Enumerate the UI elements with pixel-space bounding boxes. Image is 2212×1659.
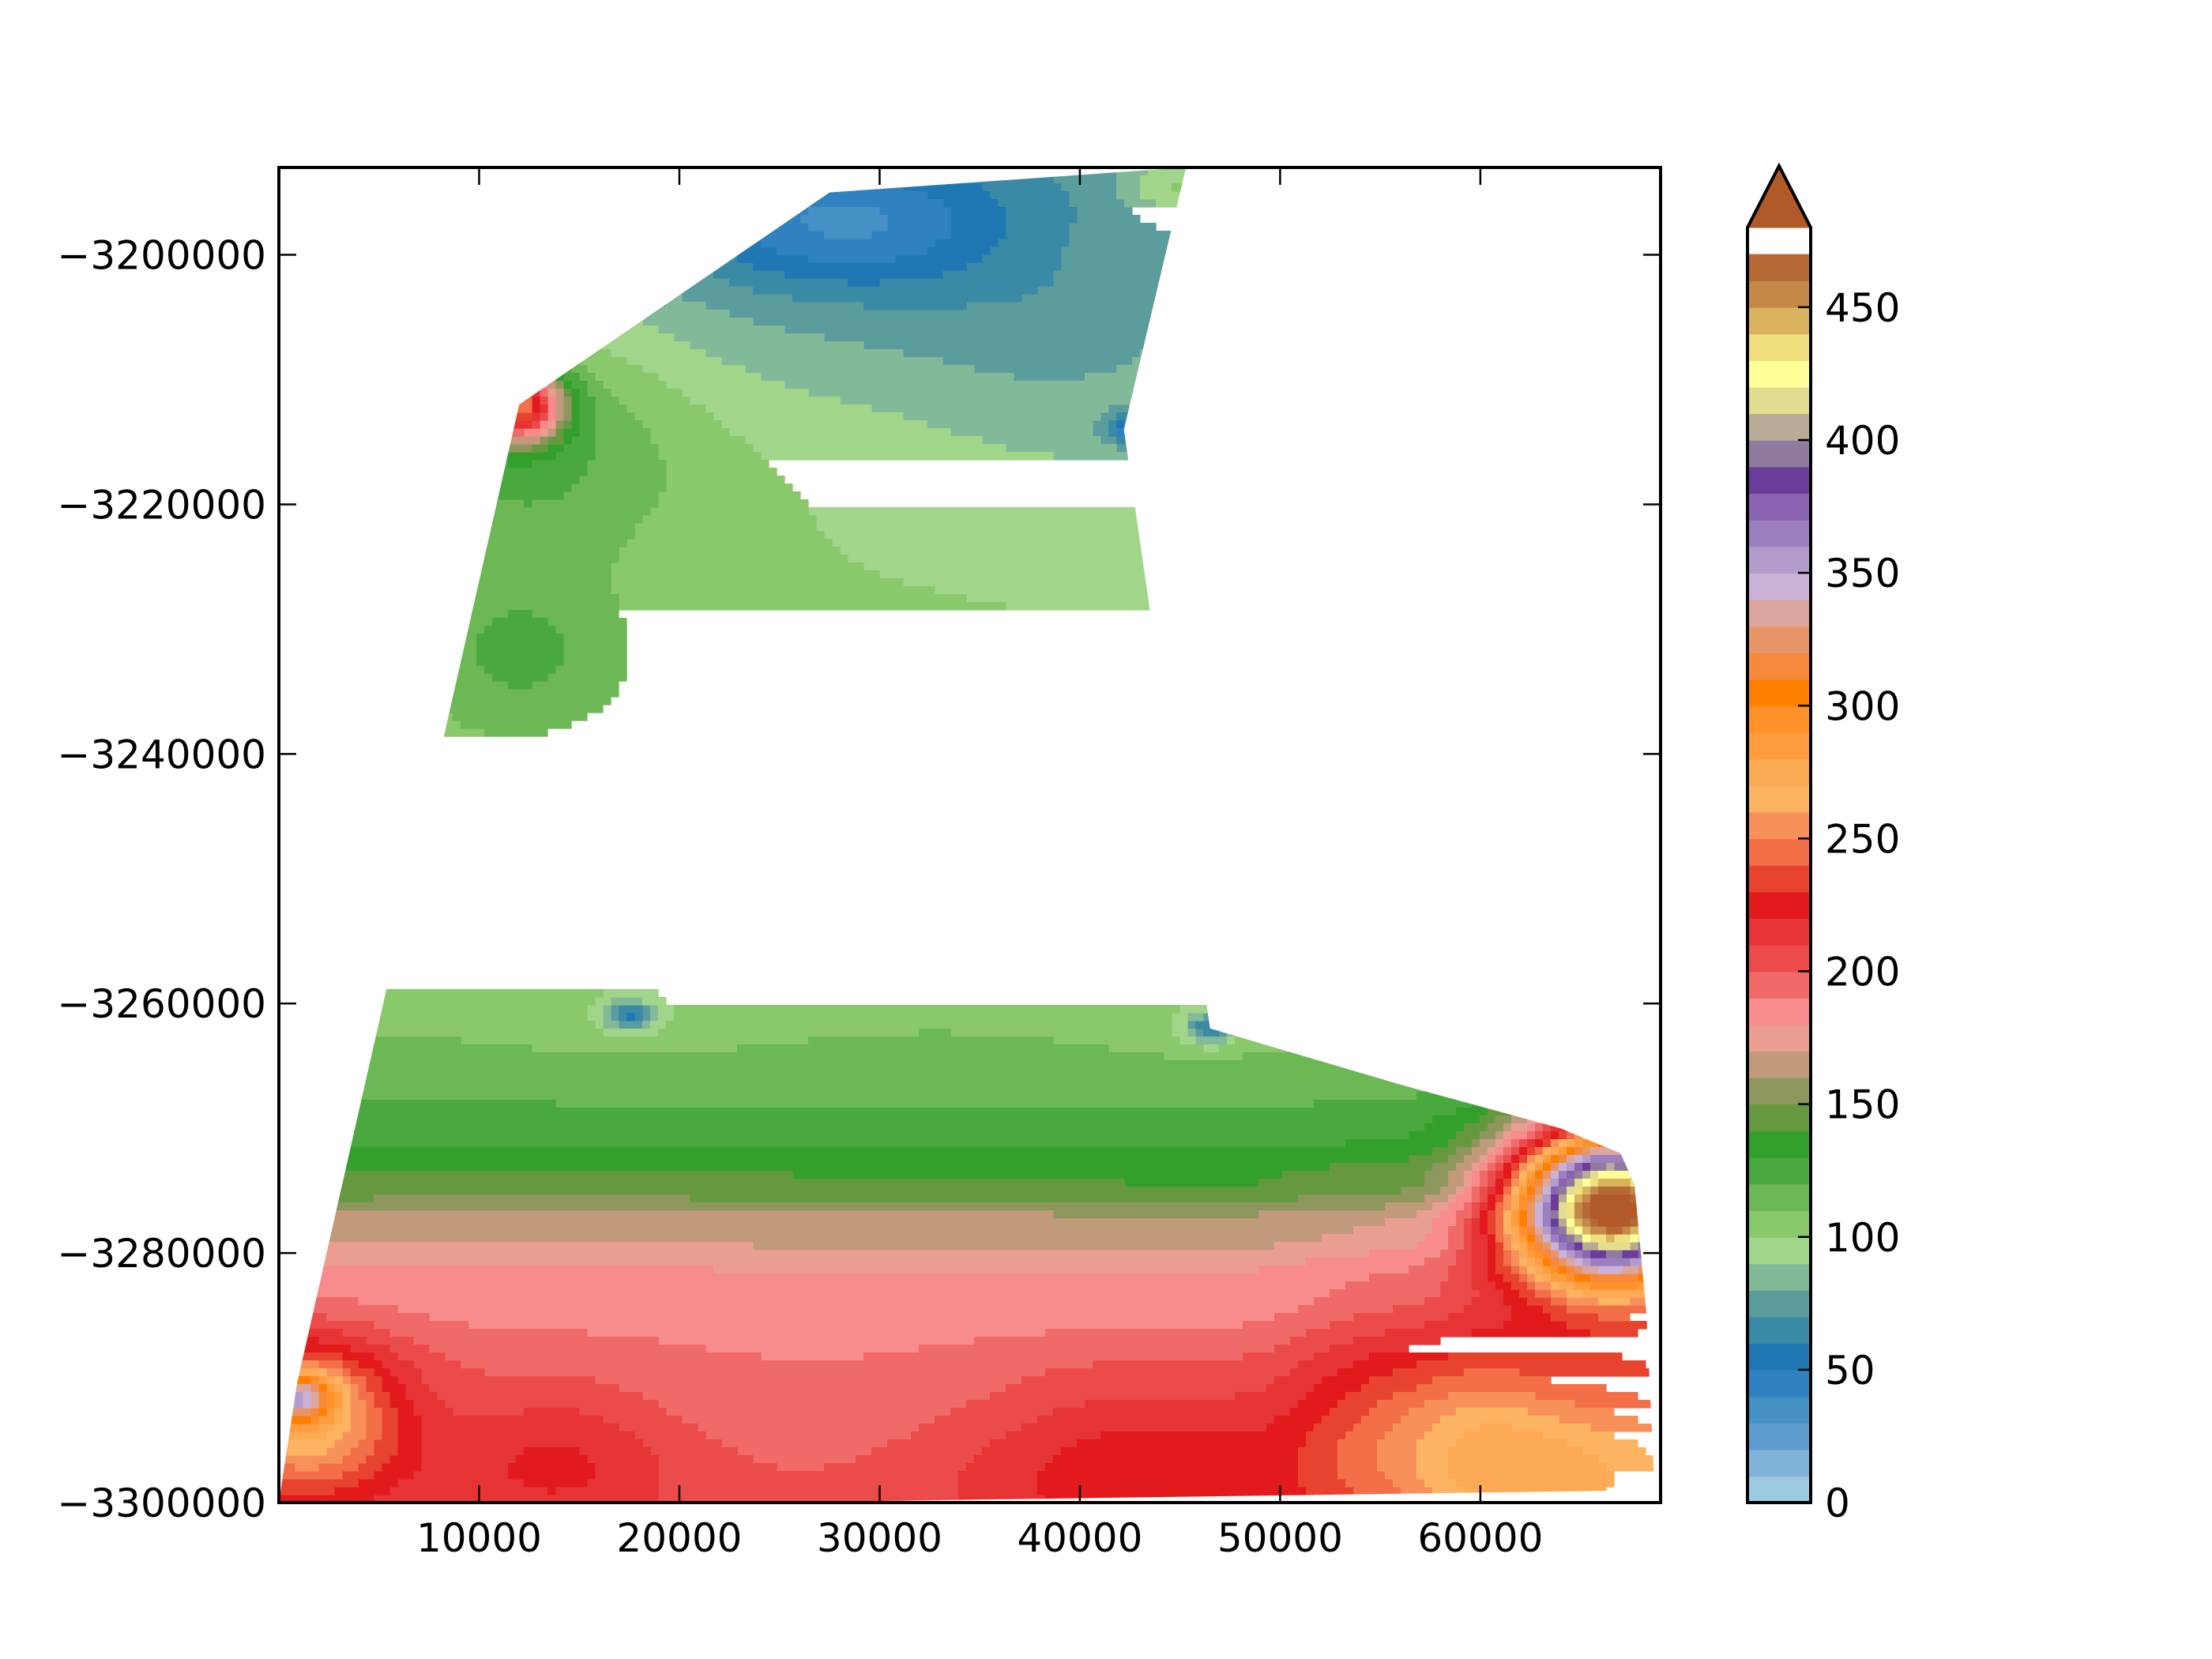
colorbar-band [1747, 280, 1811, 308]
colorbar-band [1747, 653, 1811, 680]
y-tick-label: −3200000 [57, 233, 266, 279]
x-tick-label: 10000 [416, 1515, 542, 1561]
contour-band [279, 341, 1559, 1108]
colorbar-band [1747, 386, 1811, 415]
colorbar-band [1747, 466, 1811, 495]
colorbar-band [1747, 1236, 1811, 1265]
colorbar-band [1747, 1369, 1811, 1398]
x-axis: 10000 20000 30000 40000 50000 60000 [416, 167, 1543, 1561]
colorbar-band [1747, 1343, 1811, 1371]
colorbar-tick-label: 350 [1825, 551, 1900, 596]
colorbar-tick-label: 100 [1825, 1215, 1900, 1261]
colorbar-band [1747, 732, 1811, 760]
contour-band [279, 1131, 1655, 1503]
colorbar-band [1747, 705, 1811, 733]
colorbar-tick-label: 50 [1825, 1348, 1875, 1394]
colorbar-band [1747, 546, 1811, 574]
x-tick-label: 60000 [1417, 1515, 1543, 1561]
colorbar-band [1747, 1157, 1811, 1185]
colorbar-band [1747, 1396, 1811, 1424]
colorbar-band [1747, 1104, 1811, 1132]
colorbar-band [1747, 519, 1811, 547]
colorbar-band [1747, 785, 1811, 813]
colorbar-band [1747, 1476, 1811, 1503]
colorbar-band [1747, 944, 1811, 972]
colorbar-band [1747, 360, 1811, 388]
colorbar-band [1747, 493, 1811, 521]
contour-band [745, 183, 1141, 437]
colorbar-band [1747, 679, 1811, 707]
contour-band [279, 167, 1504, 1037]
colorbar-band [1747, 573, 1811, 600]
colorbar-band [1747, 1078, 1811, 1105]
colorbar-band [1747, 599, 1811, 627]
colorbar-band [1747, 891, 1811, 920]
colorbar-band [1747, 626, 1811, 653]
colorbar-band [1747, 1210, 1811, 1238]
colorbar-band [1747, 1130, 1811, 1158]
colorbar: 0 50 100 150 200 250 300 350 400 450 [1746, 162, 1900, 1526]
colorbar-band [1747, 333, 1811, 361]
colorbar-band [1747, 307, 1811, 335]
axes-frame [277, 166, 1662, 1504]
colorbar-band [1747, 1024, 1811, 1052]
colorbar-band [1747, 1051, 1811, 1078]
colorbar-band [1747, 918, 1811, 946]
colorbar-tick-label: 400 [1825, 418, 1900, 464]
x-tick-label: 50000 [1217, 1515, 1343, 1561]
axes-border [277, 166, 1662, 1504]
colorbar-band [1747, 413, 1811, 441]
colorbar-extend-arrow [1747, 166, 1811, 228]
colorbar-band [1747, 998, 1811, 1025]
x-tick-label: 40000 [1017, 1515, 1142, 1561]
y-tick-label: −3240000 [57, 732, 266, 777]
colorbar-tick-label: 300 [1825, 683, 1900, 729]
colorbar-tick-label: 250 [1825, 816, 1900, 862]
colorbar-band [1747, 1290, 1811, 1318]
colorbar-band [1747, 1449, 1811, 1477]
contour-band [279, 1131, 1655, 1503]
colorbar-tick-label: 0 [1825, 1480, 1850, 1526]
colorbar-tick-label: 200 [1825, 950, 1900, 995]
colorbar-band [1747, 1263, 1811, 1291]
contour-band [1582, 1187, 1638, 1235]
y-axis: −3200000 −3220000 −3240000 −3260000 −3280000… [57, 233, 1661, 1526]
y-tick-label: −3260000 [57, 981, 266, 1027]
colorbar-band [1747, 865, 1811, 893]
contour-band [800, 207, 888, 239]
contour-band [279, 389, 1646, 1503]
colorbar-band [1747, 254, 1811, 282]
colorbar-band [1747, 1316, 1811, 1345]
colorbar-band [1747, 971, 1811, 999]
y-tick-label: −3220000 [57, 482, 266, 528]
colorbar-band [1747, 1183, 1811, 1211]
colorbar-tick-label: 150 [1825, 1082, 1900, 1128]
colorbar-band [1747, 811, 1811, 840]
y-tick-label: −3300000 [57, 1480, 266, 1526]
colorbar-band [1747, 440, 1811, 468]
x-tick-label: 30000 [817, 1515, 942, 1561]
contour-band [1590, 1194, 1638, 1227]
y-tick-label: −3280000 [57, 1231, 266, 1277]
colorbar-band [1747, 758, 1811, 786]
colorbar-band [1747, 1423, 1811, 1450]
colorbar-tick-label: 450 [1825, 285, 1900, 331]
x-tick-label: 20000 [616, 1515, 742, 1561]
colorbar-band [1747, 838, 1811, 866]
